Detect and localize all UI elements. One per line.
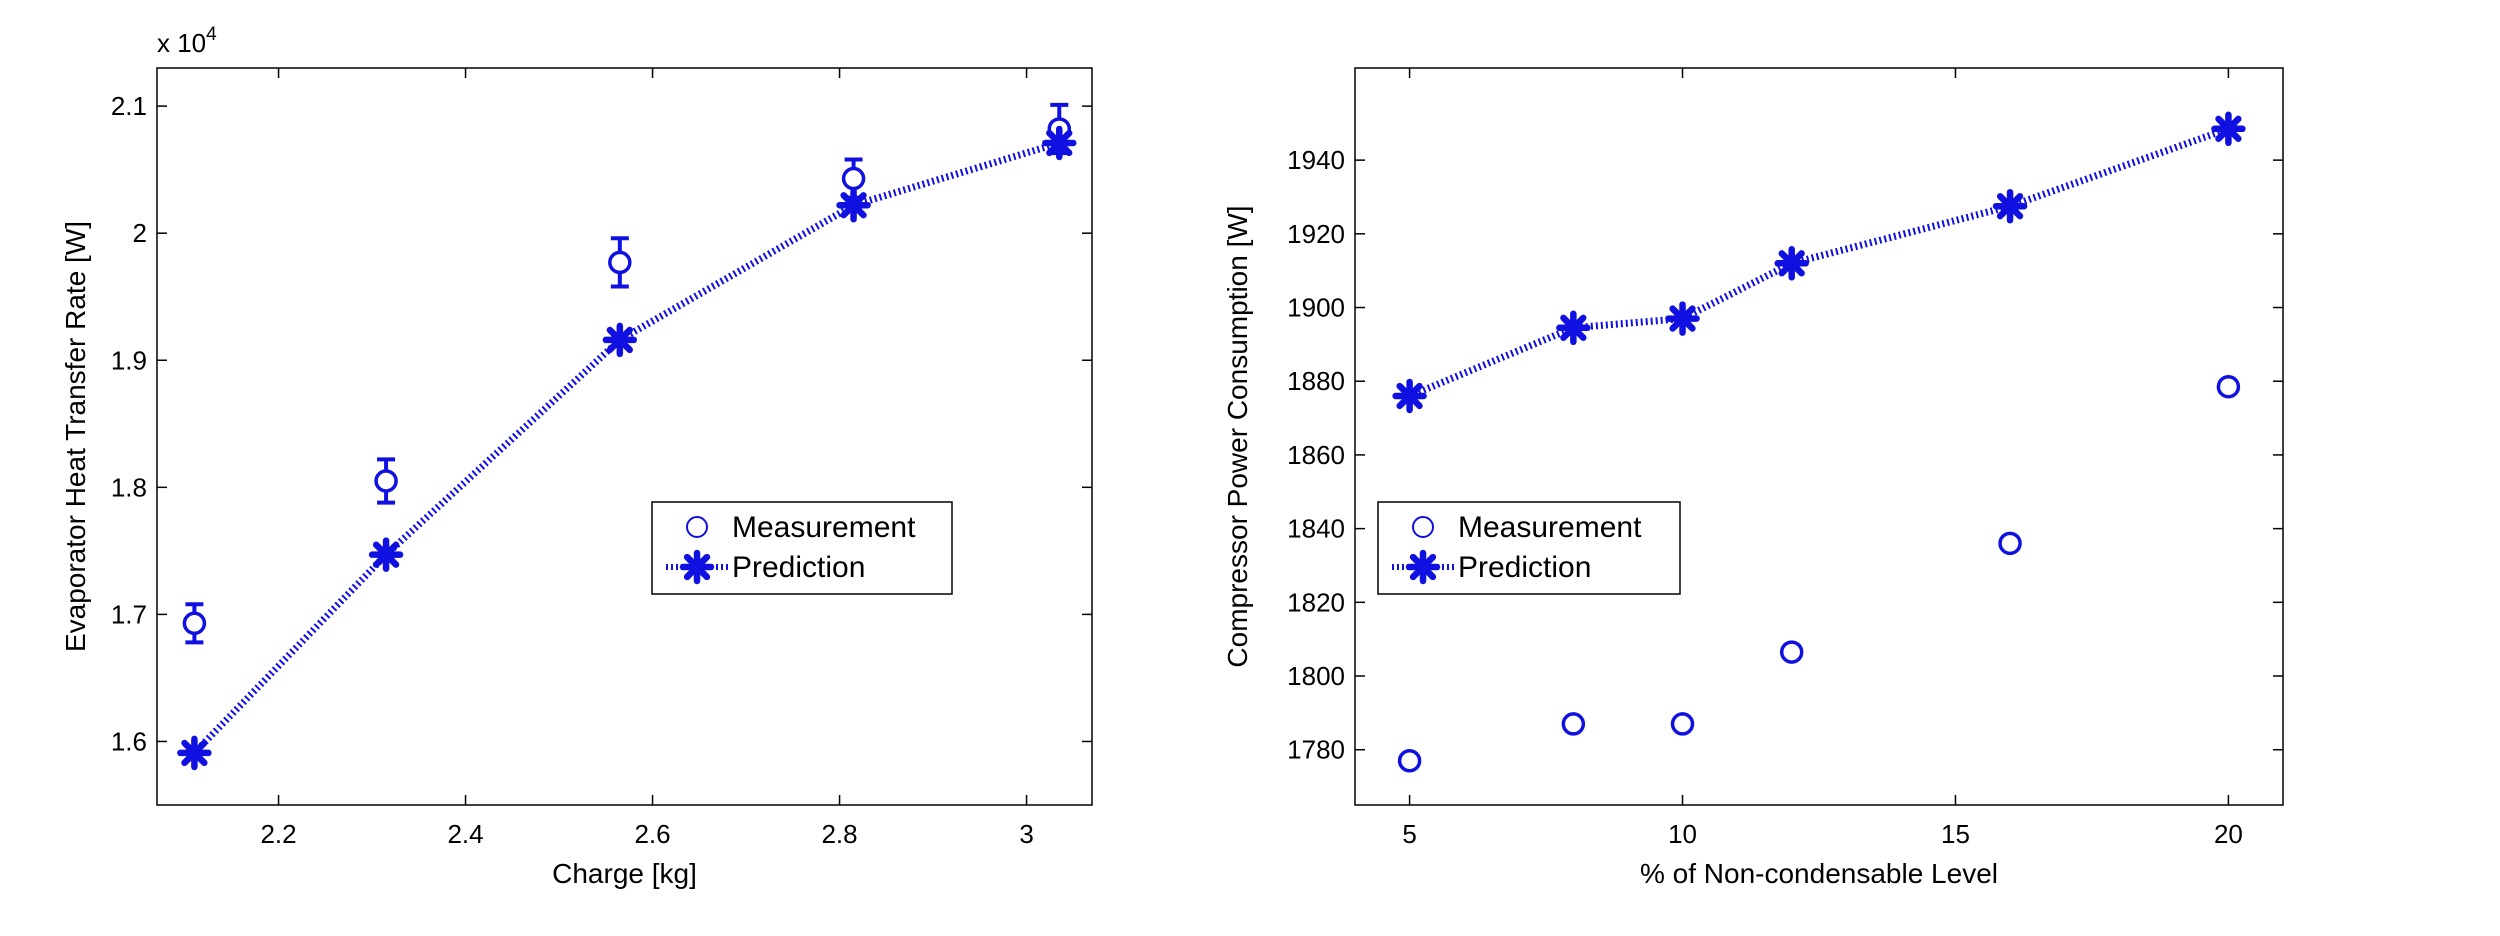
x-tick-label: 5: [1402, 819, 1416, 849]
y-exponent-base: x 10: [157, 28, 206, 58]
measurement-point: [2216, 375, 2241, 399]
prediction-marker-stroke: [1996, 193, 2024, 220]
prediction-marker-stroke: [372, 541, 400, 568]
x-tick-label: 15: [1941, 819, 1970, 849]
y-tick-label: 1.7: [111, 599, 147, 629]
prediction-marker-stroke: [1396, 382, 1423, 410]
y-tick-label: 1900: [1287, 293, 1345, 323]
measurement-marker: [1670, 712, 1695, 736]
measurement-marker: [1779, 640, 1804, 664]
prediction-marker-stroke: [1778, 250, 1805, 277]
prediction-marker-stroke: [1669, 305, 1696, 332]
legend-prediction-marker: [1405, 549, 1441, 585]
legend: Measurement Prediction: [651, 501, 953, 595]
x-tick-label: 20: [2214, 819, 2243, 849]
y-axis-label: Compressor Power Consumption [W]: [1222, 205, 1253, 667]
prediction-marker: [836, 187, 871, 223]
measurement-marker: [608, 250, 632, 275]
prediction-marker: [177, 735, 212, 771]
y-tick-label: 1940: [1287, 145, 1345, 175]
y-tick-label: 1.8: [111, 472, 147, 502]
prediction-line: [1408, 125, 2230, 400]
legend-box: [1377, 501, 1681, 595]
legend-measurement-marker: [1412, 516, 1434, 538]
y-tick-label: 1820: [1287, 587, 1345, 617]
prediction-line: [191, 139, 1061, 756]
x-tick-label: 3: [1019, 819, 1033, 849]
prediction-marker: [602, 322, 638, 358]
chart-1: 2.2 2.4 2.6 2.8 3 1.6 1.7 1.8 1.9 2 2.1 Charge [kg]…: [60, 24, 1093, 889]
y-tick-label: 1840: [1287, 514, 1345, 544]
prediction-marker: [2211, 111, 2246, 147]
x-axis-label: Charge [kg]: [552, 858, 697, 889]
x-tick-label: 10: [1668, 819, 1697, 849]
x-tick-label: 2.8: [821, 819, 857, 849]
x-tick-label: 2.6: [634, 819, 670, 849]
y-tick-label: 1.9: [111, 345, 147, 375]
y-tick-label: 2: [133, 218, 147, 248]
y-tick-label: 1.6: [111, 726, 147, 756]
measurement-marker: [2216, 375, 2241, 399]
y-tick-label: 1920: [1287, 219, 1345, 249]
legend-prediction-marker-stroke: [683, 553, 711, 581]
measurement-point: [1998, 531, 2022, 556]
measurement-marker: [1397, 749, 1422, 773]
plot-area-frame: [156, 67, 1093, 806]
measurement-point: [1670, 712, 1695, 736]
legend-prediction-label: Prediction: [732, 551, 865, 584]
y-axis-label: Evaporator Heat Transfer Rate [W]: [60, 221, 91, 652]
measurement-point: [1397, 749, 1422, 773]
y-tick-label: 1800: [1287, 661, 1345, 691]
prediction-marker-stroke: [606, 326, 633, 354]
y-exponent-label: x 104: [157, 24, 217, 58]
measurement-marker: [1561, 712, 1586, 736]
x-tick-label: 2.2: [260, 819, 296, 849]
y-tick-label: 1880: [1287, 366, 1345, 396]
measurement-point: [374, 457, 398, 505]
prediction-marker-stroke: [181, 739, 208, 767]
prediction-marker: [1992, 188, 2028, 224]
prediction-marker-stroke: [1046, 129, 1073, 157]
prediction-marker: [1774, 246, 1809, 281]
legend-measurement-label: Measurement: [1458, 511, 1642, 544]
prediction-marker-stroke: [2215, 115, 2242, 142]
legend-measurement-label: Measurement: [732, 511, 916, 544]
prediction-marker: [1665, 301, 1700, 336]
legend-prediction-marker: [679, 549, 715, 585]
measurement-point: [1779, 640, 1804, 664]
legend-prediction-marker-stroke: [1409, 553, 1437, 581]
measurement-point: [182, 602, 207, 645]
plot-area-frame: [1354, 67, 2284, 806]
measurement-point: [608, 236, 632, 289]
measurement-marker: [1998, 531, 2022, 556]
x-axis-label: % of Non-condensable Level: [1640, 858, 1998, 889]
measurement-marker: [374, 469, 398, 493]
measurement-marker: [841, 166, 866, 191]
legend-prediction-label: Prediction: [1458, 551, 1591, 584]
legend: Measurement Prediction: [1377, 501, 1681, 595]
y-tick-label: 1860: [1287, 440, 1345, 470]
y-exponent-power: 4: [206, 24, 217, 45]
legend-measurement-marker: [686, 516, 708, 538]
measurement-point: [1561, 712, 1586, 736]
prediction-marker-stroke: [1560, 314, 1587, 341]
x-tick-label: 2.4: [447, 819, 483, 849]
chart-2: 5 10 15 20 1780 1800 1820 1840 1860 1880 1900 1920 1…: [1222, 67, 2284, 889]
prediction-marker: [1556, 310, 1591, 346]
y-tick-label: 1780: [1287, 735, 1345, 765]
prediction-marker: [1392, 378, 1427, 414]
prediction-marker: [1042, 125, 1077, 161]
prediction-marker-stroke: [840, 192, 867, 219]
y-tick-label: 2.1: [111, 91, 147, 121]
prediction-marker: [368, 537, 404, 572]
measurement-marker: [182, 611, 207, 636]
